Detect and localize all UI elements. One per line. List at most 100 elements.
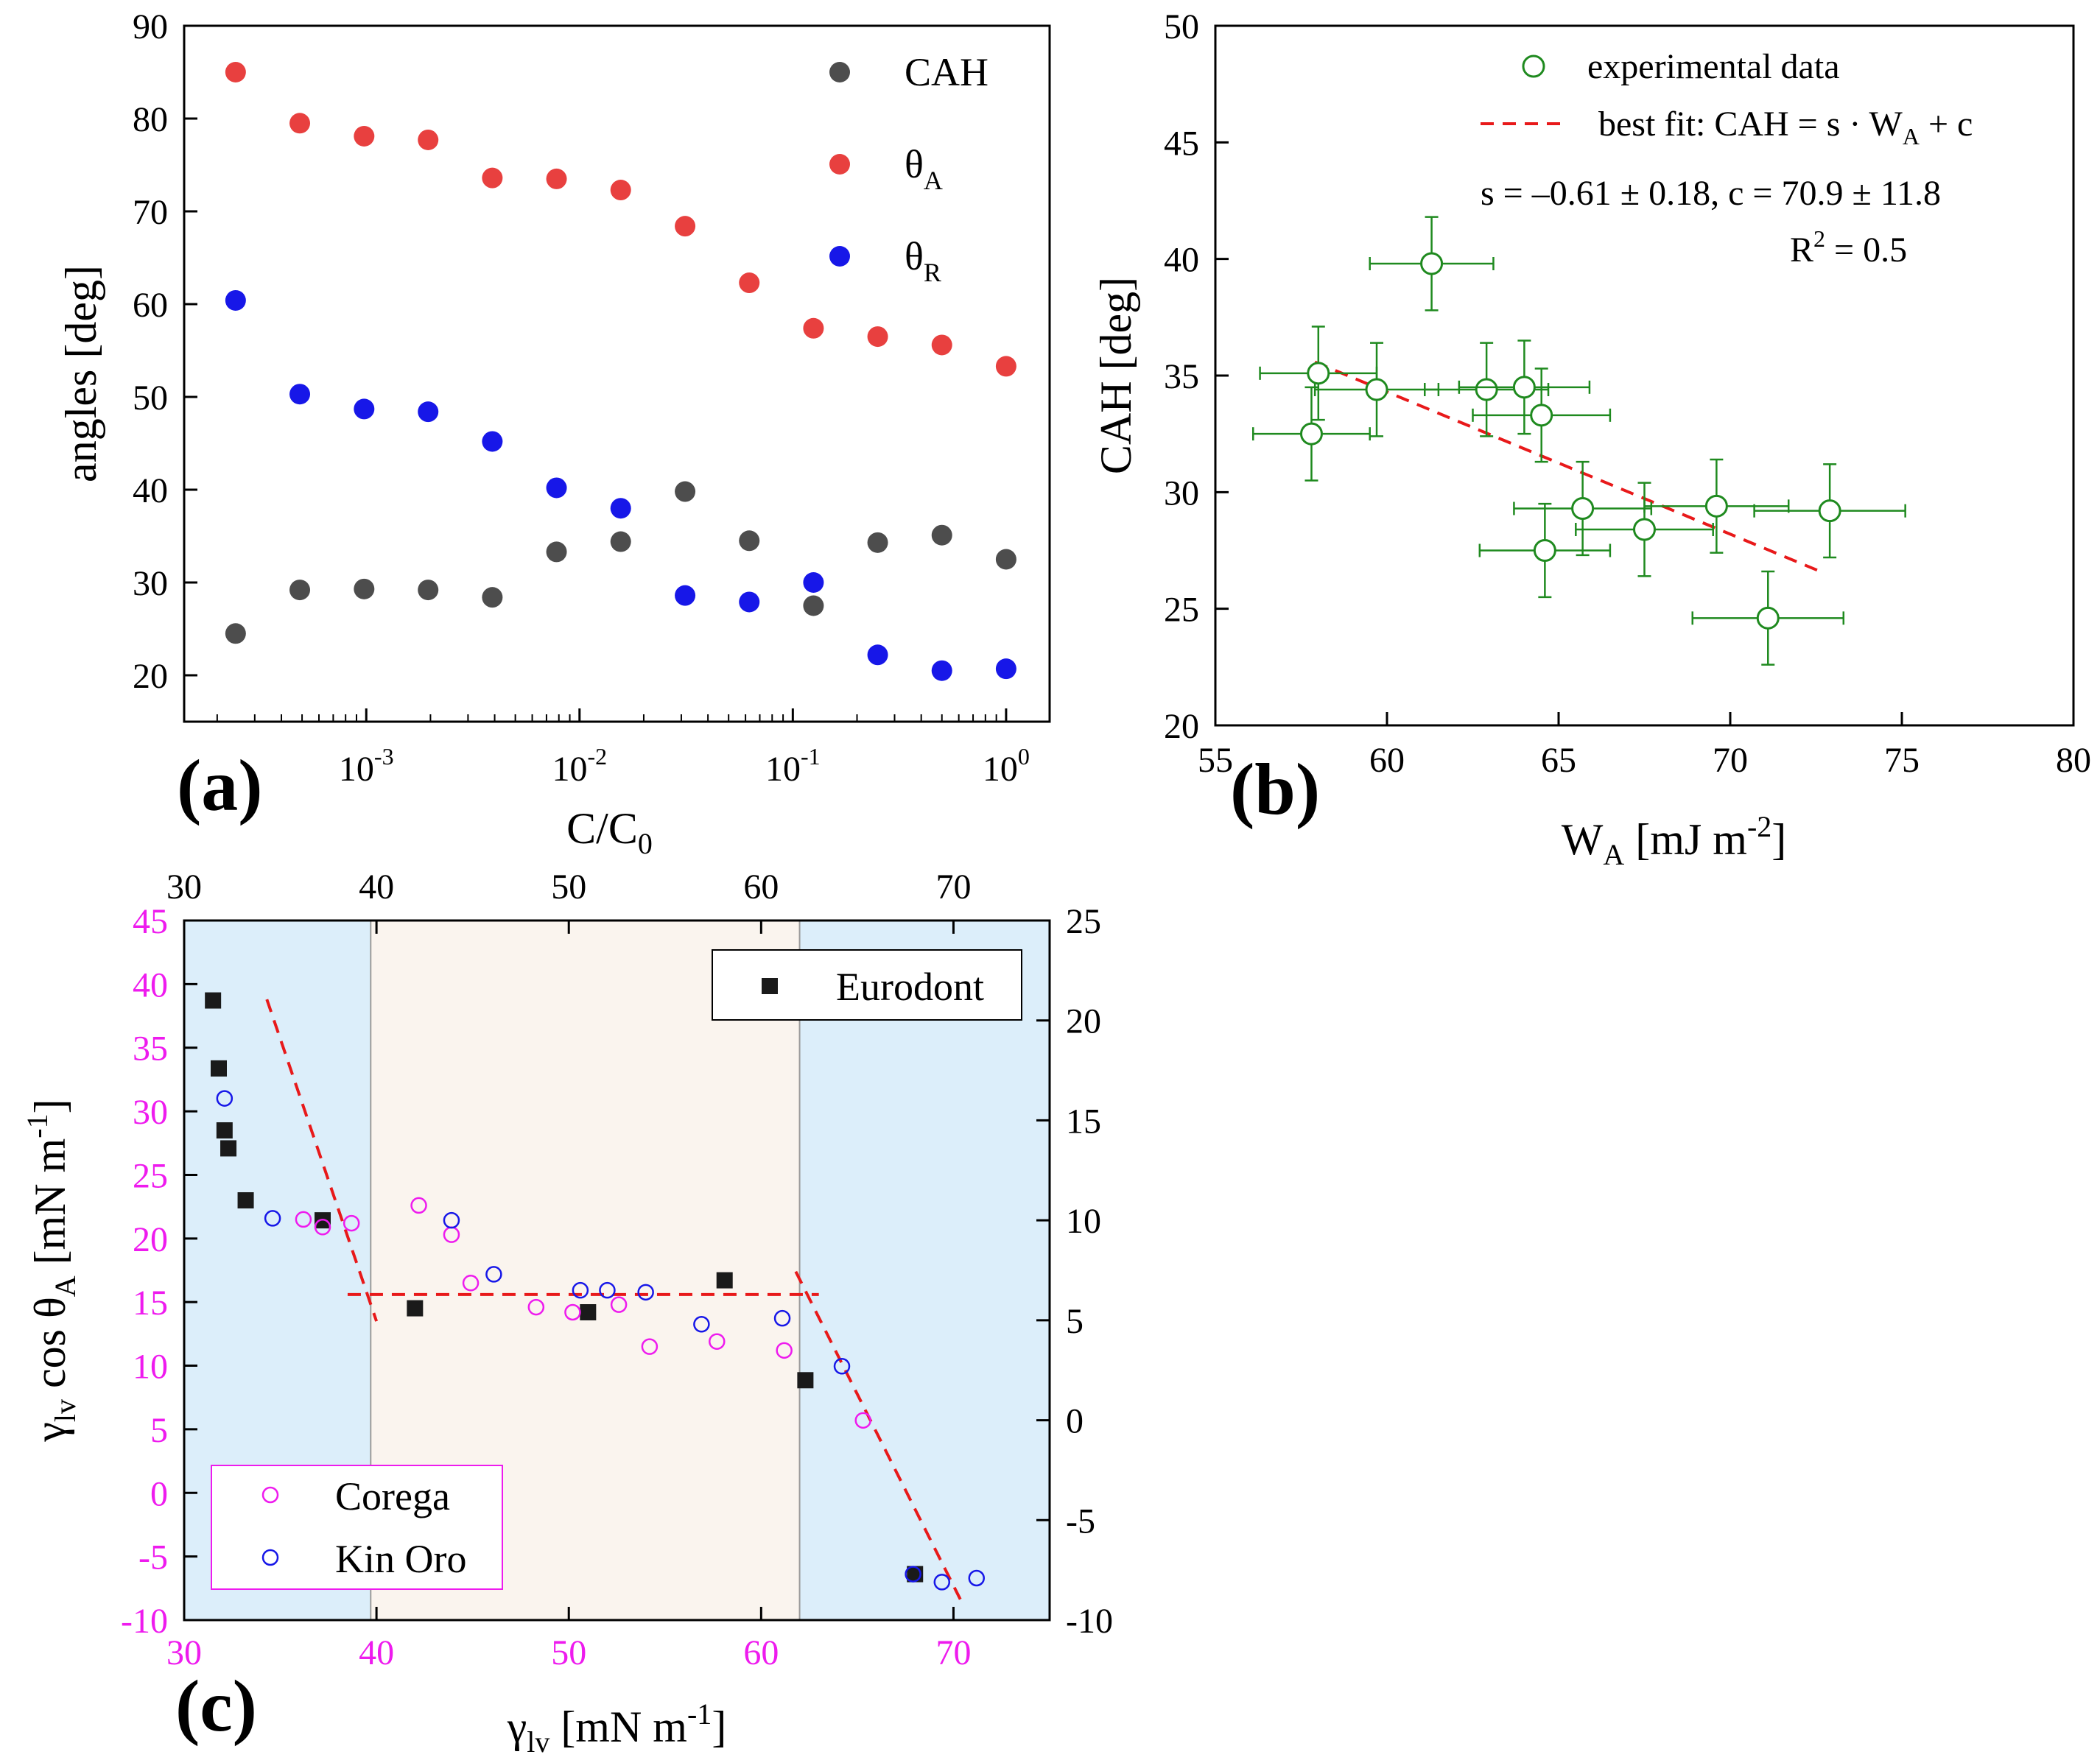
legend-marker-a	[829, 62, 850, 82]
y-tick-label-a: 30	[133, 564, 168, 603]
data-point-theta-a	[610, 180, 631, 201]
right-y-tick-label-c: 25	[1066, 902, 1101, 941]
data-point-b	[1512, 376, 1536, 399]
data-point-cah	[225, 623, 246, 644]
data-point-corega	[610, 1296, 628, 1313]
y-axis-label-a: angles [deg]	[57, 265, 105, 482]
x-tick-label-c: 50	[551, 1633, 586, 1672]
data-point-corega	[709, 1333, 726, 1350]
data-point-theta-a	[675, 216, 696, 237]
data-point-eurodont	[205, 992, 222, 1009]
right-y-tick-label-c: 15	[1066, 1102, 1101, 1141]
data-point-kin-oro	[693, 1316, 710, 1333]
y-tick-label-c: -5	[138, 1538, 168, 1577]
x-tick-label-a: 10-1	[765, 743, 821, 789]
data-point-b	[1756, 606, 1780, 630]
data-point-theta-a	[803, 317, 824, 339]
data-point-b	[1420, 252, 1444, 275]
x-tick-label-a: 10-3	[339, 743, 394, 789]
data-point-eurodont	[797, 1372, 814, 1389]
y-tick-label-c: 15	[133, 1284, 168, 1323]
plot-frame-c	[183, 919, 1051, 1622]
legend-label-a: θA	[905, 142, 943, 195]
y-tick-label-b: 25	[1164, 591, 1199, 630]
legend-marker-b	[1522, 54, 1545, 78]
data-point-theta-a	[867, 326, 888, 348]
data-point-theta-r	[354, 398, 375, 420]
data-point-theta-a	[995, 356, 1016, 377]
data-point-theta-a	[418, 129, 439, 150]
x-tick-label-b: 55	[1198, 741, 1233, 780]
y-tick-label-b: 35	[1164, 357, 1199, 396]
legend-label-b: experimental data	[1587, 47, 1840, 86]
panel-label-b: (b)	[1230, 748, 1320, 830]
data-point-b	[1307, 362, 1330, 385]
data-point-cah	[546, 541, 567, 563]
panel-label-c: (c)	[175, 1665, 257, 1747]
y-tick-label-a: 40	[133, 471, 168, 510]
data-point-kin-oro	[933, 1574, 951, 1591]
data-point-theta-r	[867, 644, 888, 666]
data-point-eurodont	[216, 1122, 233, 1138]
y-tick-label-c: 45	[133, 902, 168, 941]
legend-label-a: CAH	[905, 50, 988, 94]
data-point-cah	[418, 580, 439, 601]
data-point-theta-r	[225, 289, 246, 311]
data-point-theta-r	[803, 572, 824, 593]
data-point-cah	[867, 532, 888, 553]
data-point-theta-r	[995, 658, 1016, 680]
legend-marker-kin-oro	[261, 1549, 279, 1566]
top-x-tick-label-c: 40	[359, 867, 394, 907]
legend-marker-eurodont	[762, 978, 778, 994]
data-point-b	[1533, 539, 1556, 562]
data-point-corega	[776, 1342, 793, 1359]
right-y-tick-label-c: -10	[1066, 1602, 1113, 1641]
y-tick-label-b: 45	[1164, 124, 1199, 163]
data-point-theta-r	[418, 401, 439, 423]
legend-marker-a	[829, 246, 850, 267]
y-tick-label-a: 60	[133, 286, 168, 325]
legend-label-corega: Corega	[335, 1474, 450, 1518]
y-tick-label-c: 10	[133, 1348, 168, 1387]
data-point-kin-oro	[264, 1210, 281, 1227]
x-tick-label-a: 100	[983, 743, 1030, 789]
y-axis-label-b: CAH [deg]	[1092, 277, 1140, 474]
y-tick-label-c: -10	[121, 1602, 168, 1641]
data-point-eurodont	[237, 1192, 254, 1208]
data-point-cah	[289, 580, 311, 601]
data-point-cah	[803, 595, 824, 616]
data-point-cah	[931, 524, 952, 546]
x-tick-label-c: 60	[743, 1633, 779, 1672]
top-x-tick-label-c: 50	[551, 867, 586, 907]
data-point-cah	[610, 531, 631, 552]
top-x-tick-label-c: 30	[166, 867, 202, 907]
x-tick-label-c: 30	[166, 1633, 202, 1672]
x-axis-label-a: C/C0	[566, 804, 653, 860]
data-point-kin-oro	[637, 1284, 654, 1301]
right-y-tick-label-c: 0	[1066, 1402, 1084, 1441]
data-point-theta-r	[739, 591, 760, 613]
y-tick-label-c: 0	[150, 1474, 168, 1513]
fit-line-c	[794, 1270, 963, 1602]
x-tick-label-b: 70	[1713, 741, 1748, 780]
y-tick-label-c: 25	[133, 1156, 168, 1195]
right-y-tick-label-c: 10	[1066, 1202, 1101, 1241]
data-point-kin-oro	[443, 1211, 460, 1229]
y-axis-label-c: γlv cos θA [mN m-1]	[21, 1099, 82, 1442]
data-point-theta-r	[610, 498, 631, 519]
x-tick-label-a: 10-2	[552, 743, 607, 789]
fit-line-c	[265, 999, 379, 1322]
data-point-kin-oro	[905, 1566, 921, 1583]
data-point-kin-oro	[572, 1281, 589, 1299]
plot-frame-a	[183, 24, 1051, 723]
data-point-theta-a	[931, 334, 952, 356]
data-point-cah	[482, 587, 503, 608]
data-point-theta-a	[225, 62, 246, 82]
y-tick-label-b: 40	[1164, 241, 1199, 280]
data-point-corega	[410, 1197, 427, 1214]
legend-fit-label-b: best fit: CAH = s · WA + c	[1598, 105, 1973, 149]
panel-a: 20 30 40 50 60 70 80 90 10-3 10-2 10-1 100 C/C0 angle…	[57, 7, 1051, 860]
legend-label-a: θR	[905, 234, 941, 287]
data-point-theta-r	[482, 431, 503, 452]
